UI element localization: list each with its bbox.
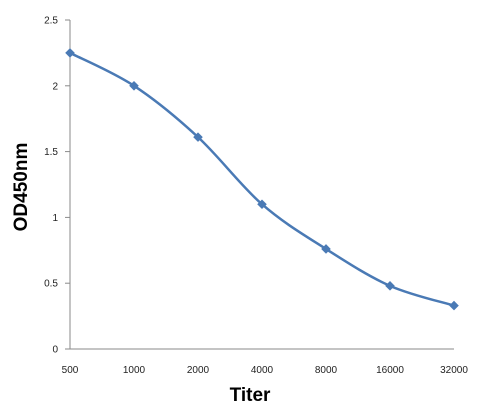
data-point-marker (449, 300, 459, 311)
data-point-marker (65, 48, 75, 58)
x-tick-label: 8000 (315, 365, 338, 376)
data-points (65, 48, 459, 311)
data-point-marker (129, 81, 139, 91)
series-line (69, 51, 455, 307)
y-axis-title: OD450nm (11, 143, 32, 232)
x-tick-label: 1000 (123, 365, 146, 376)
x-tick-label: 2000 (187, 365, 210, 376)
x-tick-label: 4000 (251, 365, 274, 376)
x-tick-label: 16000 (376, 365, 404, 376)
data-point-marker (193, 132, 203, 142)
data-point-marker (257, 199, 267, 210)
x-tick-label: 500 (62, 365, 79, 376)
y-tick-label: 2.5 (44, 16, 58, 27)
y-tick-label: 1.5 (44, 147, 58, 158)
x-tick-label: 32000 (440, 365, 468, 376)
data-point-marker (321, 244, 331, 254)
x-axis-title: Titer (230, 385, 271, 406)
data-point-marker (385, 281, 395, 291)
y-tick-label: 0 (52, 345, 58, 356)
y-tick-labels: 0 0.5 1 1.5 2 2.5 (44, 16, 70, 356)
y-tick-label: 0.5 (44, 279, 58, 290)
y-tick-label: 2 (52, 81, 58, 92)
x-tick-labels: 500 1000 2000 4000 8000 16000 32000 (62, 365, 469, 376)
y-tick-label: 1 (52, 213, 58, 224)
